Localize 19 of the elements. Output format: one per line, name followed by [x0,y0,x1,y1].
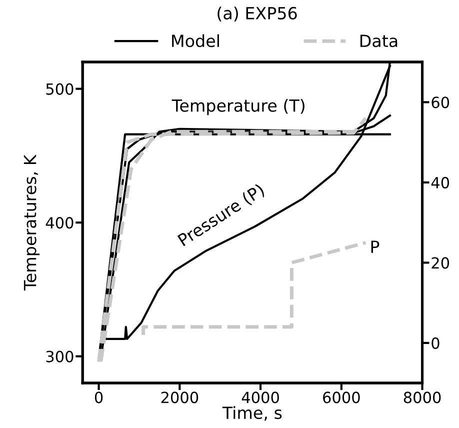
y-tick-label: 500 [46,83,74,95]
y-tick-label: 300 [46,350,74,362]
y2-tick-label: 40 [431,176,450,188]
chart-title: (a) EXP56 [218,6,297,22]
y2-tick-label: 20 [432,257,450,269]
annotation: Temperature (T) [172,98,304,116]
x-tick-label: 8000 [404,392,441,404]
annotation: P [371,240,380,253]
x-axis-title: Time, s [222,406,282,421]
x-tick-label: 4000 [242,392,279,404]
y-tick-label: 400 [46,217,74,229]
x-tick-label: 6000 [323,392,360,404]
legend-label: Model [172,34,219,48]
y2-tick-label: 0 [432,337,440,349]
legend-label: Data [360,34,398,48]
y-axis-title: Temperatures, K [24,154,40,290]
x-tick-label: 2000 [161,392,198,404]
x-tick-label: 0 [94,392,103,404]
y2-tick-label: 60 [432,96,450,108]
